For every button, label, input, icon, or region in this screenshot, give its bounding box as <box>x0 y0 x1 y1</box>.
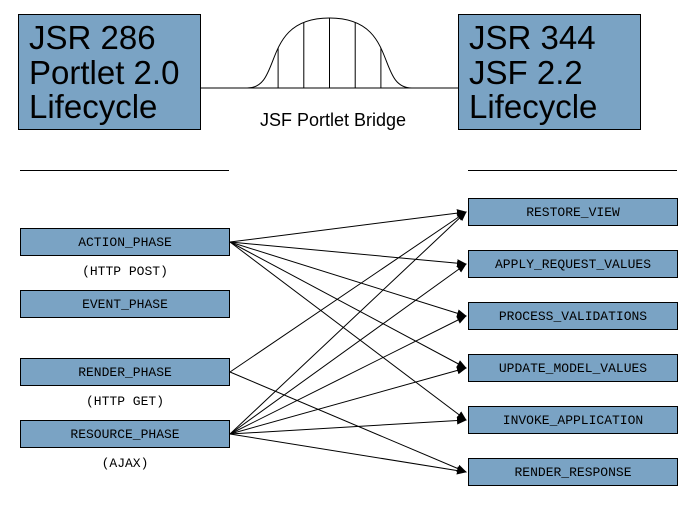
right-header-box: JSR 344 JSF 2.2 Lifecycle <box>458 14 641 130</box>
phase-event: EVENT_PHASE <box>20 290 230 318</box>
phase-render-response: RENDER_RESPONSE <box>468 458 678 486</box>
right-header-l1: JSR 344 <box>469 21 630 56</box>
left-header-l2: Portlet 2.0 <box>29 56 190 91</box>
phase-update-model-values: UPDATE_MODEL_VALUES <box>468 354 678 382</box>
left-divider <box>20 170 229 171</box>
arrows-group <box>230 212 466 472</box>
left-header-l3: Lifecycle <box>29 90 190 125</box>
phase-action: ACTION_PHASE <box>20 228 230 256</box>
phase-restore-view: RESTORE_VIEW <box>468 198 678 226</box>
right-header-l2: JSF 2.2 <box>469 56 630 91</box>
sublabel-action: (HTTP POST) <box>20 264 230 279</box>
sublabel-render: (HTTP GET) <box>20 394 230 409</box>
sublabel-resource: (AJAX) <box>20 456 230 471</box>
phase-invoke-application: INVOKE_APPLICATION <box>468 406 678 434</box>
right-header-l3: Lifecycle <box>469 90 630 125</box>
bridge-icon <box>201 18 458 88</box>
left-header-l1: JSR 286 <box>29 21 190 56</box>
right-divider <box>468 170 677 171</box>
phase-resource: RESOURCE_PHASE <box>20 420 230 448</box>
bridge-label: JSF Portlet Bridge <box>260 110 406 131</box>
left-header-box: JSR 286 Portlet 2.0 Lifecycle <box>18 14 201 130</box>
phase-process-validations: PROCESS_VALIDATIONS <box>468 302 678 330</box>
phase-apply-request-values: APPLY_REQUEST_VALUES <box>468 250 678 278</box>
phase-render: RENDER_PHASE <box>20 358 230 386</box>
